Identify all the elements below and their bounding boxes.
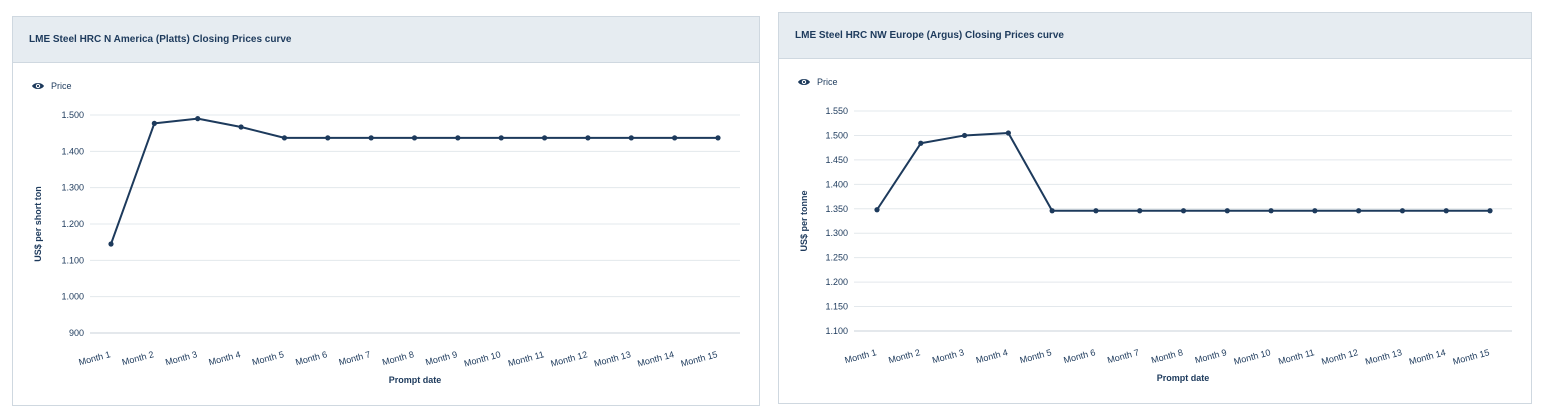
y-axis-title: US$ per short ton: [33, 186, 43, 262]
data-point[interactable]: [151, 120, 157, 126]
y-tick-label: 900: [69, 328, 84, 338]
x-tick-label: Month 2: [887, 347, 921, 365]
y-tick-label: 1.500: [61, 110, 84, 120]
line-chart-na: 900 1.000 1.100 1.200 1.300 1.400 1.500 Month 1…: [33, 110, 740, 385]
x-tick-label: Month 11: [507, 349, 545, 368]
y-tick-label: 1.550: [825, 106, 848, 116]
data-point[interactable]: [238, 124, 244, 130]
data-point[interactable]: [1356, 208, 1362, 214]
data-point[interactable]: [874, 207, 880, 213]
data-point[interactable]: [281, 135, 288, 141]
x-tick-label: Month 5: [1019, 347, 1053, 365]
x-tick-label: Month 1: [844, 347, 878, 365]
y-axis-title: US$ per tonne: [799, 190, 809, 251]
y-tick-label: 1.450: [825, 155, 848, 165]
chart-title: LME Steel HRC N America (Platts) Closing…: [13, 17, 759, 63]
x-tick-label: Month 1: [78, 349, 112, 367]
x-tick-label: Month 7: [338, 349, 372, 367]
x-tick-label: Month 7: [1106, 347, 1140, 365]
data-point[interactable]: [1268, 208, 1274, 214]
y-tick-label: 1.400: [61, 146, 84, 156]
data-point[interactable]: [541, 135, 548, 141]
x-tick-label: Month 15: [680, 349, 719, 368]
y-tick-label: 1.250: [825, 253, 848, 263]
x-tick-label: Month 10: [1233, 347, 1272, 366]
x-tick-label: Month 6: [294, 349, 328, 367]
x-tick-label: Month 2: [121, 349, 155, 367]
x-tick-label: Month 4: [975, 347, 1009, 365]
x-tick-label: Month 3: [931, 347, 965, 365]
x-tick-label: Month 5: [251, 349, 285, 367]
data-point[interactable]: [1487, 208, 1493, 214]
x-tick-label: Month 4: [208, 349, 242, 367]
data-point[interactable]: [1005, 130, 1011, 136]
data-point[interactable]: [1443, 208, 1449, 214]
data-point[interactable]: [1312, 208, 1318, 214]
data-point[interactable]: [195, 116, 201, 122]
x-tick-label: Month 9: [424, 349, 458, 367]
data-point[interactable]: [1180, 208, 1187, 214]
x-axis-title: Prompt date: [389, 375, 442, 385]
x-tick-label: Month 14: [636, 349, 675, 368]
y-tick-label: 1.150: [825, 302, 848, 312]
y-tick-label: 1.100: [825, 326, 848, 336]
x-tick-label: Month 3: [164, 349, 198, 367]
data-point[interactable]: [1093, 208, 1099, 214]
y-tick-label: 1.350: [825, 204, 848, 214]
data-point[interactable]: [961, 132, 968, 139]
data-point[interactable]: [368, 135, 374, 141]
chart-panel-eu: LME Steel HRC NW Europe (Argus) Closing …: [778, 12, 1532, 404]
line-chart-eu: 1.100 1.150 1.200 1.250 1.300 1.350 1.400 1.450…: [799, 106, 1512, 383]
data-point[interactable]: [498, 135, 504, 141]
y-tick-label: 1.200: [61, 219, 84, 229]
y-tick-label: 1.200: [825, 277, 848, 287]
data-point[interactable]: [455, 135, 461, 141]
eye-icon: [798, 79, 810, 85]
legend-label: Price: [51, 81, 72, 91]
data-point[interactable]: [672, 135, 678, 141]
y-tick-label: 1.000: [61, 292, 84, 302]
x-tick-label: Month 15: [1452, 347, 1491, 366]
data-point[interactable]: [1049, 208, 1055, 214]
data-point[interactable]: [411, 135, 418, 141]
x-tick-label: Month 13: [1364, 347, 1403, 366]
chart-panel-na: LME Steel HRC N America (Platts) Closing…: [12, 16, 760, 406]
x-tick-label: Month 9: [1194, 347, 1228, 365]
x-tick-label: Month 8: [381, 349, 415, 367]
data-point[interactable]: [918, 140, 924, 146]
y-tick-label: 1.100: [61, 255, 84, 265]
legend-label: Price: [817, 77, 838, 87]
x-tick-label: Month 6: [1062, 347, 1096, 365]
x-axis-title: Prompt date: [1157, 373, 1210, 383]
eye-icon: [32, 83, 44, 89]
y-tick-label: 1.400: [825, 179, 848, 189]
x-tick-label: Month 10: [463, 349, 502, 368]
x-tick-label: Month 13: [593, 349, 632, 368]
data-point[interactable]: [1137, 208, 1143, 214]
data-point[interactable]: [585, 135, 591, 141]
x-tick-label: Month 8: [1150, 347, 1184, 365]
x-tick-label: Month 11: [1277, 347, 1315, 366]
x-tick-label: Month 14: [1408, 347, 1447, 366]
chart-title: LME Steel HRC NW Europe (Argus) Closing …: [779, 13, 1531, 59]
data-point[interactable]: [325, 135, 331, 141]
data-point[interactable]: [1224, 208, 1230, 214]
series-line-price: [876, 132, 1490, 212]
y-tick-label: 1.300: [825, 228, 848, 238]
y-tick-label: 1.300: [61, 183, 84, 193]
data-point[interactable]: [1399, 208, 1406, 214]
legend-item-price[interactable]: Price: [31, 81, 72, 91]
data-point[interactable]: [108, 241, 114, 247]
x-tick-label: Month 12: [550, 349, 589, 368]
data-point[interactable]: [715, 135, 721, 141]
x-tick-label: Month 12: [1320, 347, 1359, 366]
legend-item-price[interactable]: Price: [797, 77, 838, 87]
data-point[interactable]: [628, 135, 634, 141]
y-tick-label: 1.500: [825, 130, 848, 140]
